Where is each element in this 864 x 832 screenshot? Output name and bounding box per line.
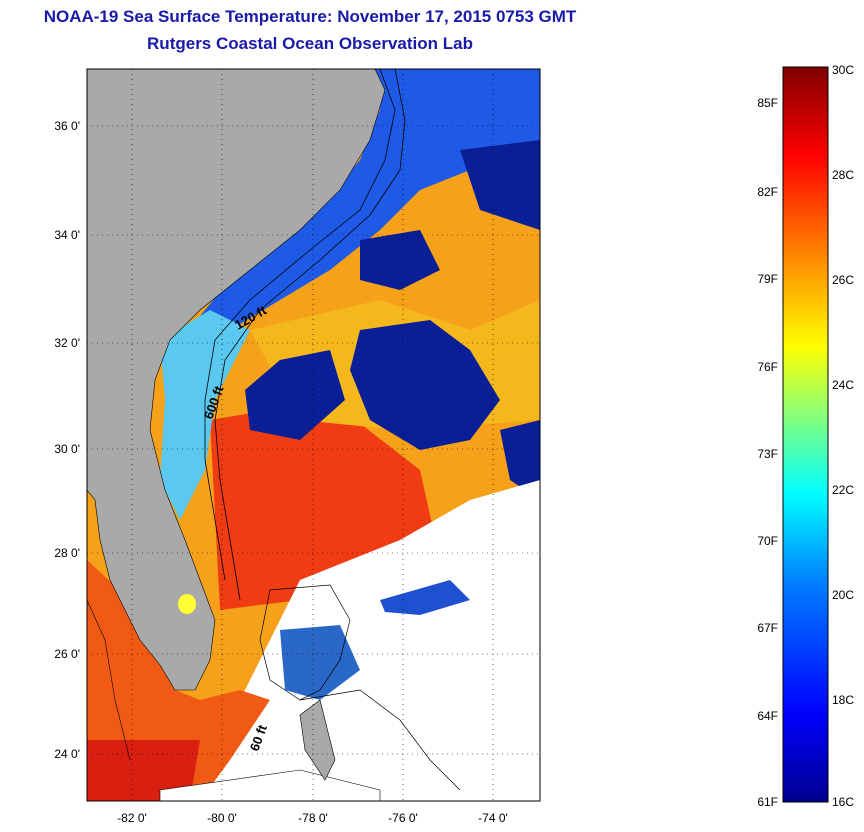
cloud-mask-north (360, 230, 440, 290)
cb-c-label: 28C (832, 168, 854, 182)
no-data-region (200, 480, 540, 801)
lon-tick-label: -82 0' (117, 811, 147, 825)
cb-f-label: 73F (757, 447, 778, 461)
andros-island (299, 699, 336, 781)
contour-600ft (214, 69, 406, 601)
lon-tick-label: -76 0' (388, 811, 418, 825)
bahamas-bank-contour (259, 584, 351, 701)
colorbar: 30C 28C 26C 24C 22C 20C 18C 16C 85F 82F … (757, 63, 854, 809)
latitude-axis: 36 0' 34 0' 32 0' 30 0' 28 0' 26 0' 24 0… (54, 119, 80, 761)
cb-f-label: 85F (757, 96, 778, 110)
colorbar-fahrenheit-labels: 85F 82F 79F 76F 73F 70F 67F 64F 61F (757, 96, 778, 809)
lat-tick-label: 30 0' (54, 442, 80, 456)
gulf-hot-water (87, 740, 200, 801)
cb-f-label: 67F (757, 621, 778, 635)
lon-tick-label: -80 0' (207, 811, 237, 825)
cb-c-label: 26C (832, 273, 854, 287)
colorbar-celsius-labels: 30C 28C 26C 24C 22C 20C 18C 16C (832, 63, 854, 809)
bahamas-water-patch (280, 625, 360, 700)
lat-tick-label: 26 0' (54, 647, 80, 661)
bahamas-contour-south (299, 689, 461, 791)
cb-c-label: 30C (832, 63, 854, 77)
gulf-contour (87, 599, 131, 761)
contour-120ft (204, 69, 396, 581)
cb-f-label: 79F (757, 272, 778, 286)
cloud-mask-central (245, 350, 345, 440)
cb-f-label: 61F (757, 795, 778, 809)
colorbar-gradient (782, 66, 829, 803)
cb-c-label: 18C (832, 693, 854, 707)
longitude-axis: -82 0' -80 0' -78 0' -76 0' -74 0' (117, 811, 508, 825)
lat-tick-label: 36 0' (54, 119, 80, 133)
cb-c-label: 24C (832, 378, 854, 392)
lat-tick-label: 32 0' (54, 336, 80, 350)
cb-f-label: 76F (757, 360, 778, 374)
map-subtitle: Rutgers Coastal Ocean Observation Lab (147, 34, 473, 53)
map-panel: 120 ft 600 ft 60 ft (87, 69, 540, 801)
cloud-mask-east (350, 320, 500, 450)
lat-tick-label: 34 0' (54, 228, 80, 242)
lat-tick-label: 24 0' (54, 747, 80, 761)
cold-streak-east (380, 580, 470, 615)
cloud-mask-northeast (460, 140, 540, 230)
cb-c-label: 22C (832, 483, 854, 497)
lon-tick-label: -78 0' (298, 811, 328, 825)
lat-tick-label: 28 0' (54, 546, 80, 560)
lake-okeechobee (178, 594, 196, 614)
cb-c-label: 20C (832, 588, 854, 602)
cb-f-label: 82F (757, 185, 778, 199)
cb-f-label: 64F (757, 709, 778, 723)
lon-tick-label: -74 0' (478, 811, 508, 825)
map-title: NOAA-19 Sea Surface Temperature: Novembe… (43, 7, 577, 26)
cold-shelf-water (180, 69, 540, 360)
cloud-mask-edge (500, 420, 540, 500)
map-grid (87, 69, 540, 801)
cb-c-label: 16C (832, 795, 854, 809)
map-frame (86, 68, 541, 802)
land-mass (87, 69, 386, 691)
cb-f-label: 70F (757, 534, 778, 548)
